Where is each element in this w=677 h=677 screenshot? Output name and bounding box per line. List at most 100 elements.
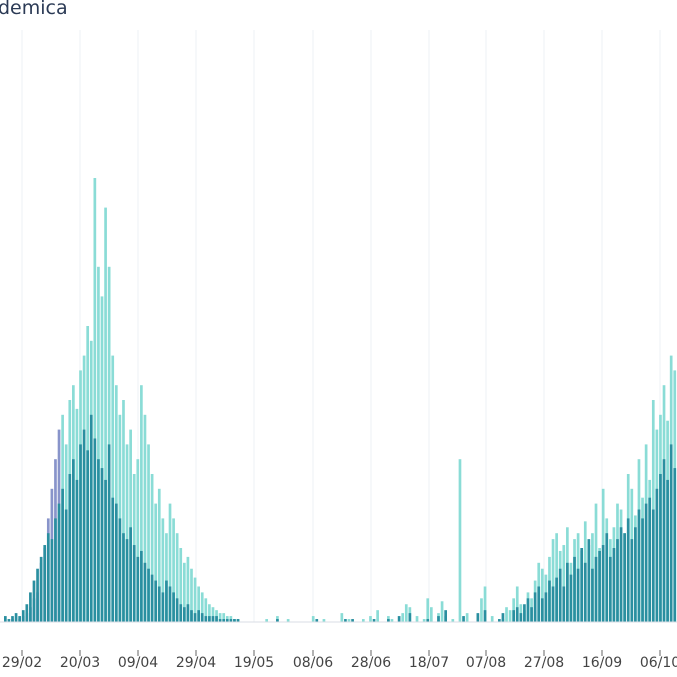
bar-front-25 <box>93 438 97 622</box>
bar-back-53 <box>193 577 197 622</box>
bar-front-41 <box>150 574 154 622</box>
bar-front-97 <box>351 619 354 622</box>
bar-front-26 <box>97 459 100 622</box>
bar-front-76 <box>276 619 279 622</box>
bar-front-65 <box>236 619 240 622</box>
bar-front-4 <box>18 616 22 622</box>
bar-front-50 <box>182 607 186 622</box>
bar-front-149 <box>537 586 541 622</box>
bar-front-166 <box>598 550 601 622</box>
bar-front-32 <box>118 518 122 622</box>
bar-front-143 <box>515 607 519 622</box>
bar-front-47 <box>172 592 175 622</box>
bar-front-175 <box>630 539 634 622</box>
bar-front-35 <box>129 527 132 622</box>
bar-back-153 <box>551 539 555 622</box>
x-tick-label: 27/08 <box>523 655 565 671</box>
bar-front-24 <box>89 414 93 622</box>
bar-front-31 <box>114 503 118 622</box>
bar-back-150 <box>540 568 544 622</box>
bar-front-48 <box>175 598 179 622</box>
x-tick-label: 19/05 <box>233 655 275 671</box>
bar-back-55 <box>200 592 204 622</box>
bar-front-187 <box>673 468 677 622</box>
bar-back-134 <box>483 586 487 622</box>
bar-front-62 <box>225 619 229 622</box>
bar-front-14 <box>54 518 57 622</box>
bar-back-111 <box>401 613 405 622</box>
bar-back-39 <box>143 414 147 622</box>
bar-back-56 <box>204 598 208 622</box>
x-tick-label: 07/08 <box>465 655 507 671</box>
bar-front-146 <box>526 598 530 622</box>
bar-back-49 <box>179 548 183 622</box>
bar-front-60 <box>218 619 222 622</box>
bar-front-165 <box>594 556 598 622</box>
bar-front-183 <box>659 474 662 622</box>
bar-front-103 <box>372 619 376 622</box>
bar-front-184 <box>662 459 666 622</box>
x-tick-label: 09/04 <box>117 655 159 671</box>
bar-back-26 <box>97 266 100 622</box>
bar-back-117 <box>422 619 426 622</box>
bar-back-136 <box>490 616 494 622</box>
bar-front-28 <box>104 479 107 622</box>
bar-front-38 <box>140 550 143 622</box>
x-tick-label: 20/03 <box>59 655 101 671</box>
bar-back-141 <box>508 610 512 622</box>
bar-front-152 <box>548 580 551 622</box>
bar-front-180 <box>648 497 652 622</box>
bar-back-45 <box>165 533 168 622</box>
bar-front-139 <box>501 613 505 622</box>
bar-back-40 <box>147 444 150 622</box>
bar-front-13 <box>50 539 54 622</box>
bar-front-30 <box>111 497 115 622</box>
bar-back-41 <box>150 474 154 622</box>
x-tick-label: 29/04 <box>175 655 217 671</box>
bar-front-54 <box>197 610 200 622</box>
bar-back-54 <box>197 586 200 622</box>
bar-front-174 <box>626 518 630 622</box>
x-tick-label: 16/09 <box>581 655 623 671</box>
bar-back-51 <box>186 556 190 622</box>
bar-back-122 <box>440 601 444 622</box>
bar-front-16 <box>61 488 64 622</box>
bar-front-156 <box>562 586 566 622</box>
bar-front-148 <box>533 592 537 622</box>
bar-front-150 <box>540 598 544 622</box>
bar-back-38 <box>140 385 143 622</box>
bar-back-119 <box>429 607 433 622</box>
bar-back-133 <box>480 598 483 622</box>
bar-front-53 <box>193 613 197 622</box>
bar-back-118 <box>426 598 430 622</box>
bar-back-35 <box>129 429 132 622</box>
bar-front-134 <box>483 610 487 622</box>
bar-front-34 <box>125 539 129 622</box>
bar-front-155 <box>558 568 562 622</box>
bar-back-37 <box>136 459 140 622</box>
bar-front-147 <box>530 607 533 622</box>
bar-front-164 <box>591 568 594 622</box>
bar-front-158 <box>569 574 573 622</box>
bar-front-121 <box>437 616 440 622</box>
bar-back-115 <box>415 616 419 622</box>
bar-front-63 <box>229 619 233 622</box>
bar-front-29 <box>107 444 111 622</box>
bar-front-153 <box>551 586 555 622</box>
bar-front-144 <box>519 613 523 622</box>
bar-front-57 <box>208 616 211 622</box>
bar-back-96 <box>347 619 351 622</box>
bar-back-79 <box>286 619 290 622</box>
bar-front-185 <box>666 479 669 622</box>
bar-front-18 <box>68 474 72 622</box>
bar-front-49 <box>179 604 183 622</box>
bar-back-108 <box>390 619 394 622</box>
bar-front-56 <box>204 616 208 622</box>
bar-back-156 <box>562 545 566 622</box>
bar-front-95 <box>344 619 347 622</box>
bar-front-157 <box>566 562 569 622</box>
bar-front-107 <box>387 619 390 622</box>
bar-front-21 <box>79 444 82 622</box>
x-tick-label: 18/07 <box>408 655 450 671</box>
